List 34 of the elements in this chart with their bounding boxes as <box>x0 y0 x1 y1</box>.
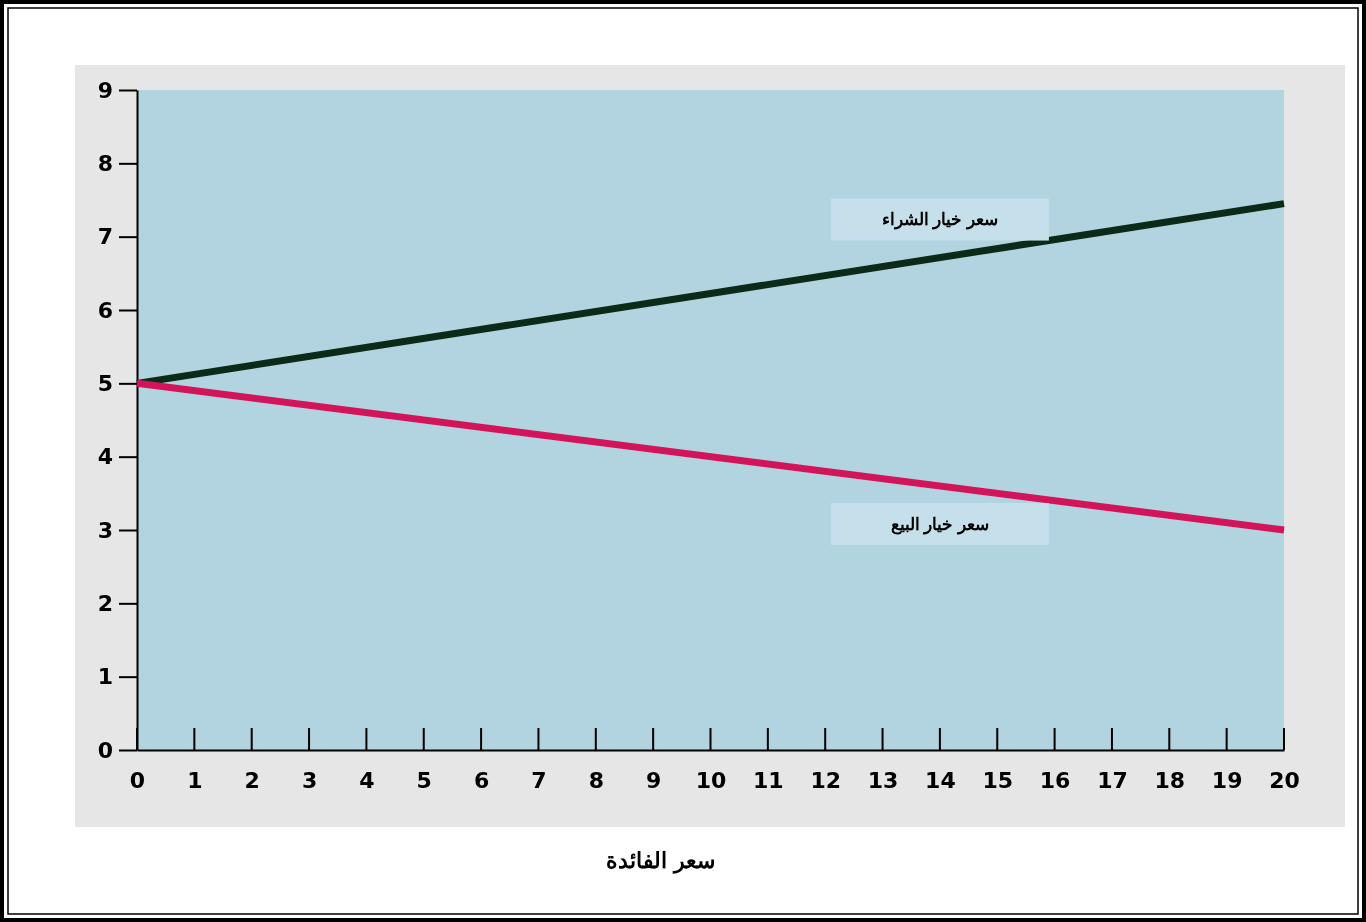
x-axis-title: سعر الفائدة <box>606 848 715 874</box>
x-tick-label: 14 <box>925 767 956 793</box>
x-tick-label: 6 <box>473 767 490 793</box>
x-tick-label: 18 <box>1154 767 1186 793</box>
series-label: سعر خيار البيع <box>890 514 990 535</box>
y-tick-label: 2 <box>97 590 113 616</box>
x-tick-label: 4 <box>359 767 375 793</box>
x-tick-label: 12 <box>810 767 842 793</box>
x-tick-label: 0 <box>129 767 146 793</box>
x-tick-label: 5 <box>416 767 432 793</box>
y-tick-label: 5 <box>97 370 113 396</box>
x-tick-label: 15 <box>982 767 1014 793</box>
x-tick-label: 7 <box>531 767 547 793</box>
y-tick-label: 1 <box>97 664 113 690</box>
x-tick-label: 20 <box>1269 767 1300 793</box>
x-tick-label: 3 <box>301 767 318 793</box>
x-tick-label: 1 <box>187 767 203 793</box>
y-tick-label: 9 <box>97 77 113 103</box>
x-tick-label: 13 <box>867 767 899 793</box>
y-tick-label: 8 <box>97 150 113 176</box>
series-label: سعر خيار الشراء <box>881 210 999 231</box>
y-tick-label: 7 <box>97 224 113 250</box>
x-tick-label: 9 <box>645 767 662 793</box>
y-tick-label: 3 <box>97 517 113 543</box>
x-tick-label: 8 <box>588 767 604 793</box>
y-tick-label: 6 <box>97 297 113 323</box>
x-tick-label: 16 <box>1039 767 1071 793</box>
x-tick-label: 10 <box>695 767 727 793</box>
x-tick-label: 17 <box>1097 767 1128 793</box>
y-tick-label: 0 <box>97 737 113 763</box>
x-tick-label: 19 <box>1211 767 1243 793</box>
y-tick-label: 4 <box>97 444 113 470</box>
x-tick-label: 11 <box>753 767 784 793</box>
x-tick-label: 2 <box>244 767 260 793</box>
